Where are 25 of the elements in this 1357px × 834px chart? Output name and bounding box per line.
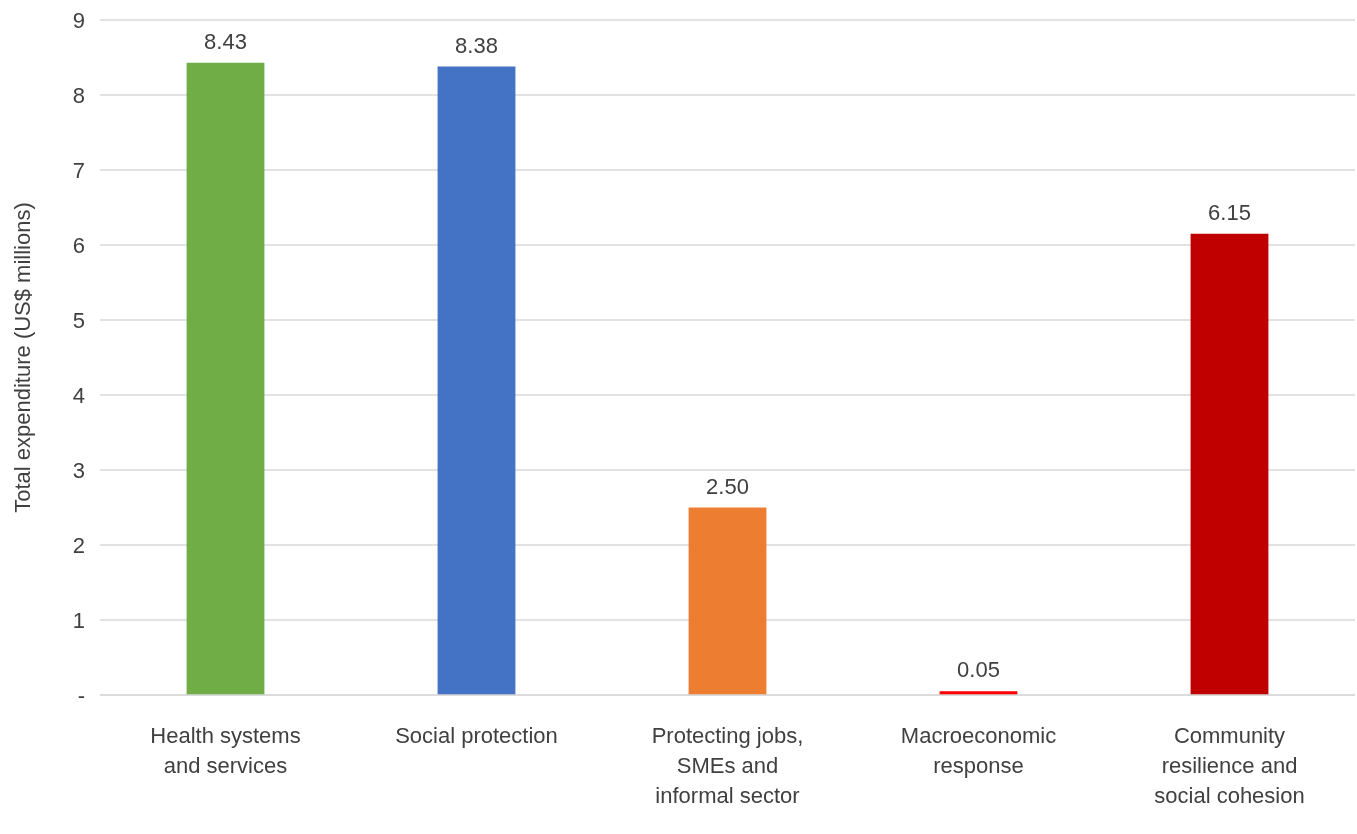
x-tick-label: Social protection <box>395 723 558 748</box>
bar <box>437 66 516 695</box>
y-tick-label: - <box>77 682 85 708</box>
y-tick-label: 5 <box>72 307 85 333</box>
data-label: 8.38 <box>455 32 498 58</box>
y-tick-label: 8 <box>72 82 85 108</box>
x-tick-label: Macroeconomic response <box>900 723 1057 778</box>
y-tick-label: 6 <box>72 232 85 258</box>
y-tick-label: 9 <box>72 7 85 33</box>
bar <box>1190 233 1269 695</box>
data-label: 6.15 <box>1208 199 1251 225</box>
y-tick-label: 1 <box>72 607 85 633</box>
x-tick-label: Protecting jobs, SMEs and informal sector <box>651 723 804 808</box>
y-tick-label: 2 <box>72 532 85 558</box>
x-tick-label: Health systems and services <box>150 723 301 778</box>
data-label: 8.43 <box>204 28 247 54</box>
x-tick-label: Community resilience and social cohesion <box>1154 723 1305 808</box>
y-axis-title: Total expenditure (US$ millions) <box>10 202 35 513</box>
y-tick-label: 3 <box>72 457 85 483</box>
bar <box>186 62 265 695</box>
y-tick-label: 4 <box>72 382 85 408</box>
data-label: 2.50 <box>706 473 749 499</box>
y-tick-label: 7 <box>72 157 85 183</box>
bar <box>688 507 767 695</box>
data-label: 0.05 <box>957 657 1000 683</box>
